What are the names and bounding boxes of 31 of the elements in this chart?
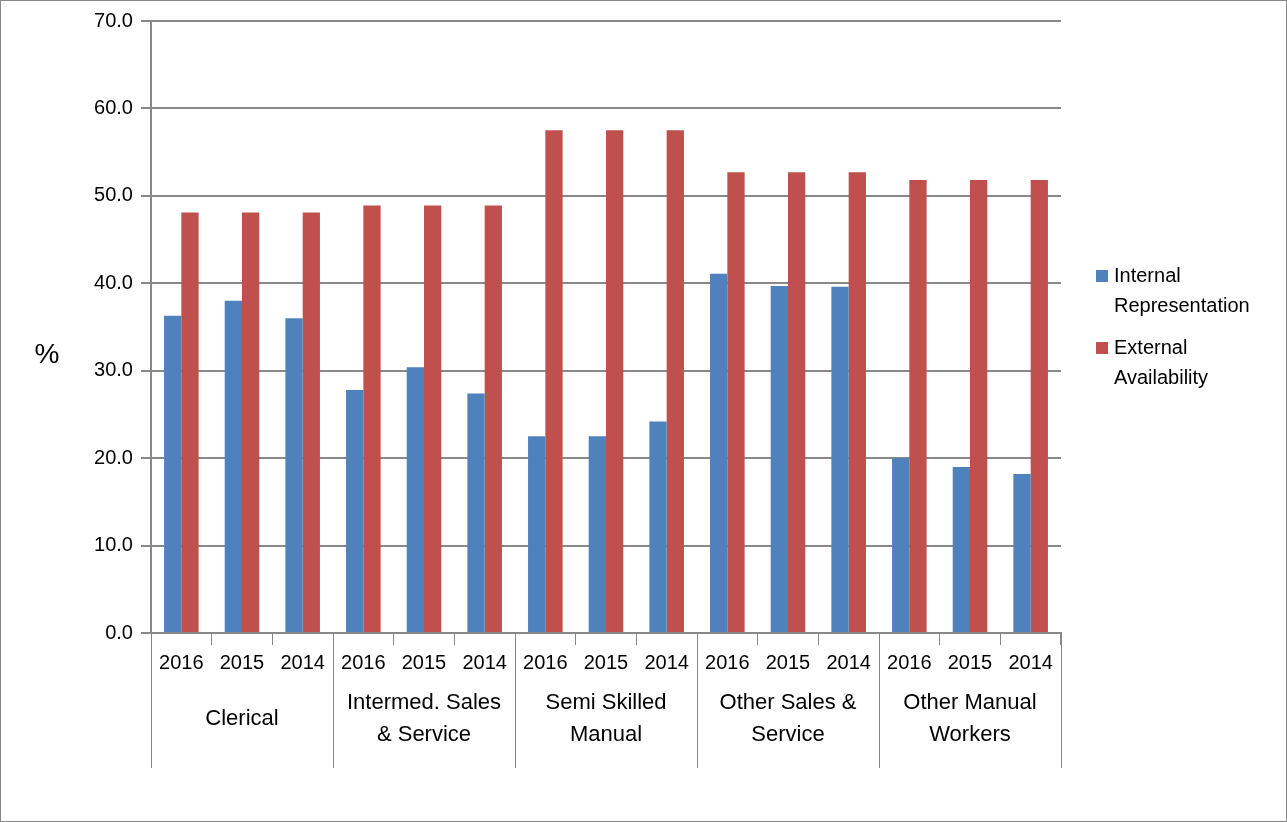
x-tick-label: 2014 xyxy=(1008,650,1053,673)
y-tick-label: 10.0 xyxy=(94,533,133,556)
legend-label: Internal Representation xyxy=(1114,263,1250,316)
x-tick-label: 2015 xyxy=(947,650,993,673)
y-tick-label: 40.0 xyxy=(94,270,133,293)
text: Clerical xyxy=(205,705,279,731)
x-tick-label: 2015 xyxy=(583,650,629,673)
x-tick-label: 2015 xyxy=(219,650,265,673)
x-tick-label: 2016 xyxy=(523,650,568,673)
text: Other Manual Workers xyxy=(903,689,1037,747)
y-tick-label: 20.0 xyxy=(94,445,133,468)
x-tick-label: 2014 xyxy=(826,650,871,673)
x-tick-label: 2014 xyxy=(280,650,325,673)
legend-label: External Availability xyxy=(1114,335,1209,388)
text: Other Sales & Service xyxy=(719,689,857,747)
text: Semi Skilled Manual xyxy=(545,689,667,747)
x-tick-label: 2015 xyxy=(401,650,447,673)
text: Intermed. Sales & Service xyxy=(346,689,502,747)
y-axis-title: % xyxy=(34,337,60,369)
x-tick-label: 2014 xyxy=(644,650,689,673)
y-tick-label: 50.0 xyxy=(94,183,133,206)
y-tick-label: 30.0 xyxy=(94,358,133,381)
y-tick-label: 0.0 xyxy=(105,620,133,643)
y-tick-label: 70.0 xyxy=(94,8,133,31)
x-tick-label: 2015 xyxy=(765,650,811,673)
x-tick-label: 2016 xyxy=(705,650,750,673)
x-tick-label: 2016 xyxy=(887,650,932,673)
y-tick-label: 60.0 xyxy=(94,95,133,118)
x-tick-label: 2016 xyxy=(341,650,386,673)
x-tick-label: 2014 xyxy=(462,650,507,673)
x-tick-label: 2016 xyxy=(159,650,204,673)
